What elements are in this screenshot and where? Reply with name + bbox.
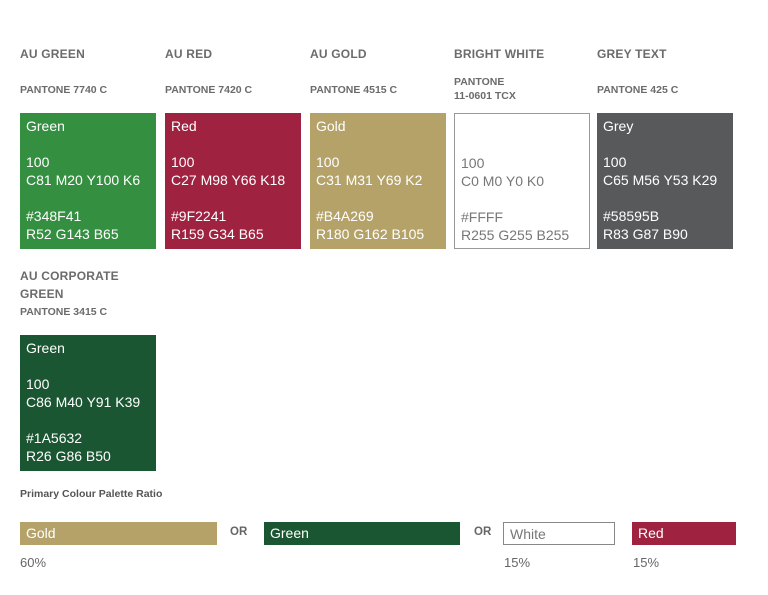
colour-name-au-red: AU RED xyxy=(165,47,213,61)
pantone-bright-white: PANTONE 11-0601 TCX xyxy=(454,75,516,103)
pantone-au-red: PANTONE 7420 C xyxy=(165,84,253,96)
name-line-1: AU CORPORATE xyxy=(20,269,119,283)
swatch-cmyk: C31 M31 Y69 K2 xyxy=(316,172,423,188)
or-label-1: OR xyxy=(230,526,248,538)
swatch-hex: #58595B xyxy=(603,208,660,224)
swatch-hex: #9F2241 xyxy=(171,208,227,224)
swatch-tint: 100 xyxy=(603,154,627,170)
pantone-au-gold: PANTONE 4515 C xyxy=(310,84,398,96)
swatch-label: Red xyxy=(171,118,197,134)
swatch-cmyk: C0 M0 Y0 K0 xyxy=(461,173,545,189)
swatch-hex: #FFFF xyxy=(461,209,503,225)
swatch-tint: 100 xyxy=(171,154,195,170)
or-label-2: OR xyxy=(474,526,492,538)
swatch-tint: 100 xyxy=(26,154,50,170)
name-line-2: GREEN xyxy=(20,287,64,301)
swatch-hex: #348F41 xyxy=(26,208,82,224)
ratio-percent-gold: 60% xyxy=(20,555,47,570)
swatch-grey-text: Grey 100 C65 M56 Y53 K29 #58595B R83 G87… xyxy=(597,113,733,249)
swatch-cmyk: C86 M40 Y91 K39 xyxy=(26,394,141,410)
swatch-label: Green xyxy=(26,118,65,134)
colour-name-bright-white: BRIGHT WHITE xyxy=(454,47,545,61)
colour-name-au-corporate-green: AU CORPORATE GREEN xyxy=(20,267,119,303)
pantone-line-1: PANTONE xyxy=(454,76,505,88)
ratio-bar-white: White xyxy=(503,522,615,545)
colour-name-au-green: AU GREEN xyxy=(20,47,85,61)
swatch-label xyxy=(461,118,583,136)
ratio-title: Primary Colour Palette Ratio xyxy=(20,488,163,500)
swatch-au-gold: Gold 100 C31 M31 Y69 K2 #B4A269 R180 G16… xyxy=(310,113,446,249)
swatch-au-red: Red 100 C27 M98 Y66 K18 #9F2241 R159 G34… xyxy=(165,113,301,249)
ratio-bar-red: Red xyxy=(632,522,736,545)
swatch-tint: 100 xyxy=(26,376,50,392)
swatch-rgb: R180 G162 B105 xyxy=(316,226,425,242)
swatch-cmyk: C65 M56 Y53 K29 xyxy=(603,172,718,188)
pantone-grey-text: PANTONE 425 C xyxy=(597,84,679,96)
swatch-tint: 100 xyxy=(461,155,485,171)
swatch-au-green: Green 100 C81 M20 Y100 K6 #348F41 R52 G1… xyxy=(20,113,156,249)
ratio-percent-white: 15% xyxy=(504,555,531,570)
ratio-bar-gold: Gold xyxy=(20,522,217,545)
swatch-rgb: R159 G34 B65 xyxy=(171,226,264,242)
colour-name-au-gold: AU GOLD xyxy=(310,47,367,61)
swatch-tint: 100 xyxy=(316,154,340,170)
pantone-au-corporate-green: PANTONE 3415 C xyxy=(20,306,108,318)
colour-name-grey-text: GREY TEXT xyxy=(597,47,667,61)
swatch-rgb: R255 G255 B255 xyxy=(461,227,570,243)
swatch-rgb: R83 G87 B90 xyxy=(603,226,688,242)
swatch-au-corporate-green: Green 100 C86 M40 Y91 K39 #1A5632 R26 G8… xyxy=(20,335,156,471)
ratio-bar-green: Green xyxy=(264,522,460,545)
swatch-rgb: R26 G86 B50 xyxy=(26,448,111,464)
swatch-label: Green xyxy=(26,340,65,356)
pantone-au-green: PANTONE 7740 C xyxy=(20,84,108,96)
swatch-cmyk: C81 M20 Y100 K6 xyxy=(26,172,141,188)
swatch-hex: #B4A269 xyxy=(316,208,374,224)
swatch-rgb: R52 G143 B65 xyxy=(26,226,119,242)
swatch-cmyk: C27 M98 Y66 K18 xyxy=(171,172,286,188)
ratio-percent-red: 15% xyxy=(633,555,660,570)
swatch-label: Grey xyxy=(603,118,634,134)
swatch-hex: #1A5632 xyxy=(26,430,83,446)
swatch-label: Gold xyxy=(316,118,346,134)
pantone-line-2: 11-0601 TCX xyxy=(454,90,516,102)
swatch-bright-white: 100 C0 M0 Y0 K0 #FFFF R255 G255 B255 xyxy=(454,113,590,249)
